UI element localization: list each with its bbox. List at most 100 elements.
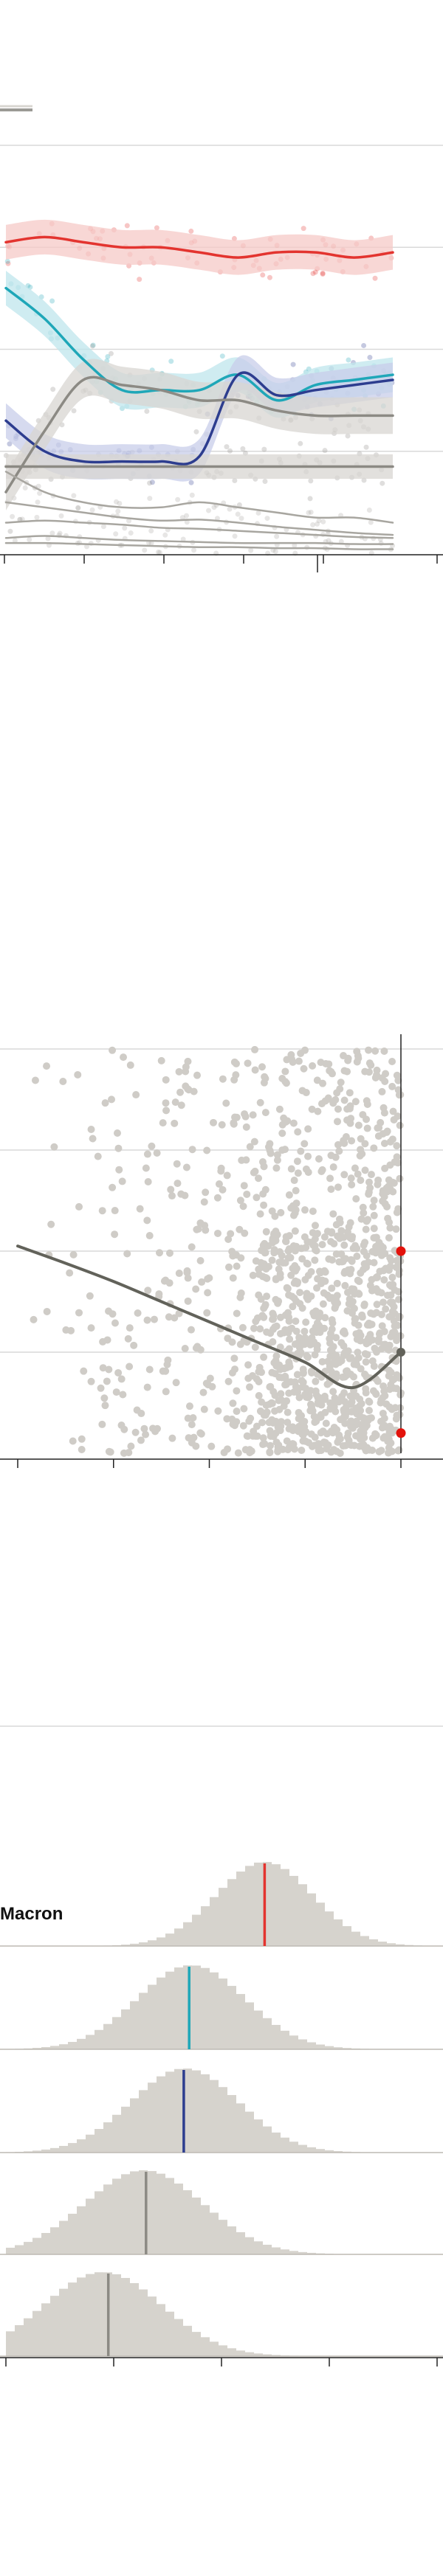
histogram-bar	[95, 2128, 103, 2153]
data-point	[298, 1255, 306, 1263]
data-point	[330, 1240, 338, 1248]
data-point	[387, 1256, 395, 1264]
histogram-bar	[245, 2002, 254, 2049]
poll-dot	[10, 513, 16, 519]
data-point	[162, 1388, 170, 1396]
data-point	[143, 1383, 151, 1391]
data-point	[181, 1191, 189, 1199]
poll-dot	[231, 235, 237, 241]
histogram-bar	[112, 2017, 121, 2049]
poll-dot	[27, 537, 32, 543]
data-point	[304, 1125, 312, 1133]
data-point	[114, 1144, 123, 1152]
poll-dot	[100, 524, 106, 530]
histogram-bar	[103, 2023, 112, 2049]
data-point	[219, 1185, 227, 1194]
poll-dot	[310, 522, 316, 527]
data-point	[289, 1303, 297, 1311]
data-point	[119, 1391, 127, 1399]
histogram-bar	[148, 2171, 157, 2254]
data-point	[388, 1135, 396, 1143]
data-point	[341, 1281, 349, 1289]
histogram-bar	[210, 2080, 219, 2153]
histogram-bar	[272, 2355, 281, 2356]
histogram-bar	[210, 1972, 219, 2049]
data-point	[349, 1244, 357, 1253]
data-point	[343, 1067, 351, 1076]
data-point	[354, 1170, 362, 1178]
data-point	[387, 1368, 395, 1377]
data-point	[348, 1137, 356, 1145]
poll-dot	[232, 533, 238, 539]
data-point	[290, 1445, 298, 1453]
data-point	[300, 1064, 308, 1073]
data-point	[389, 1188, 397, 1196]
data-point	[278, 1129, 286, 1138]
data-point	[298, 1412, 306, 1420]
data-point	[278, 1396, 286, 1404]
data-point	[66, 1269, 74, 1277]
data-point	[354, 1432, 363, 1440]
data-point	[313, 1076, 321, 1084]
data-point	[368, 1275, 376, 1284]
data-point	[202, 1188, 210, 1197]
histogram-bar	[130, 2171, 139, 2254]
histogram-bar	[68, 2213, 77, 2254]
data-point	[213, 1194, 222, 1202]
data-point	[354, 1289, 363, 1298]
poll-dot	[248, 547, 254, 553]
data-point	[396, 1312, 404, 1320]
data-point	[329, 1210, 337, 1218]
poll-dot	[89, 343, 95, 349]
data-point	[266, 1449, 274, 1457]
histogram-bar	[174, 2068, 183, 2153]
data-point	[272, 1295, 280, 1303]
data-point	[388, 1308, 396, 1316]
data-point	[281, 1078, 289, 1086]
poll-dot	[157, 550, 162, 555]
poll-dot	[367, 355, 373, 361]
data-point	[340, 1241, 348, 1249]
data-point	[362, 1389, 370, 1397]
data-point	[301, 1206, 309, 1214]
histogram-bar	[210, 2212, 219, 2254]
data-point	[98, 1207, 106, 1215]
histogram-bar	[86, 2035, 95, 2049]
data-point	[395, 1270, 403, 1278]
poll-dot	[155, 549, 161, 555]
data-point	[285, 1424, 293, 1433]
data-point	[241, 1446, 250, 1454]
data-point	[270, 1249, 278, 1257]
data-point	[311, 1242, 319, 1250]
poll-dot	[255, 510, 261, 516]
histogram-label: Macron	[0, 1904, 63, 1924]
data-point	[370, 1211, 378, 1219]
data-point	[374, 1132, 382, 1140]
poll-dot	[49, 530, 55, 536]
data-point	[274, 1447, 282, 1455]
data-point	[266, 1140, 274, 1148]
data-point	[382, 1070, 390, 1078]
data-point	[292, 1187, 300, 1195]
histogram-bar	[148, 2082, 157, 2153]
data-point	[340, 1096, 348, 1104]
data-point	[256, 1325, 264, 1333]
data-point	[326, 1174, 334, 1183]
histogram-bar	[130, 2282, 139, 2356]
data-point	[126, 1061, 134, 1069]
data-point	[136, 1205, 144, 1213]
data-point	[247, 1447, 255, 1455]
data-point	[334, 1118, 342, 1126]
data-point	[219, 1075, 227, 1083]
histogram-bar	[192, 1965, 201, 2049]
data-point	[224, 1235, 233, 1243]
data-point	[284, 1408, 292, 1416]
histogram-bar	[174, 1967, 183, 2049]
histogram-bar	[201, 2205, 210, 2254]
data-point	[227, 1230, 235, 1238]
poll-dot	[345, 433, 351, 439]
data-point	[362, 1447, 370, 1455]
histogram-bar	[165, 2071, 174, 2153]
histogram-bar	[307, 2147, 316, 2153]
poll-dot	[227, 506, 233, 512]
